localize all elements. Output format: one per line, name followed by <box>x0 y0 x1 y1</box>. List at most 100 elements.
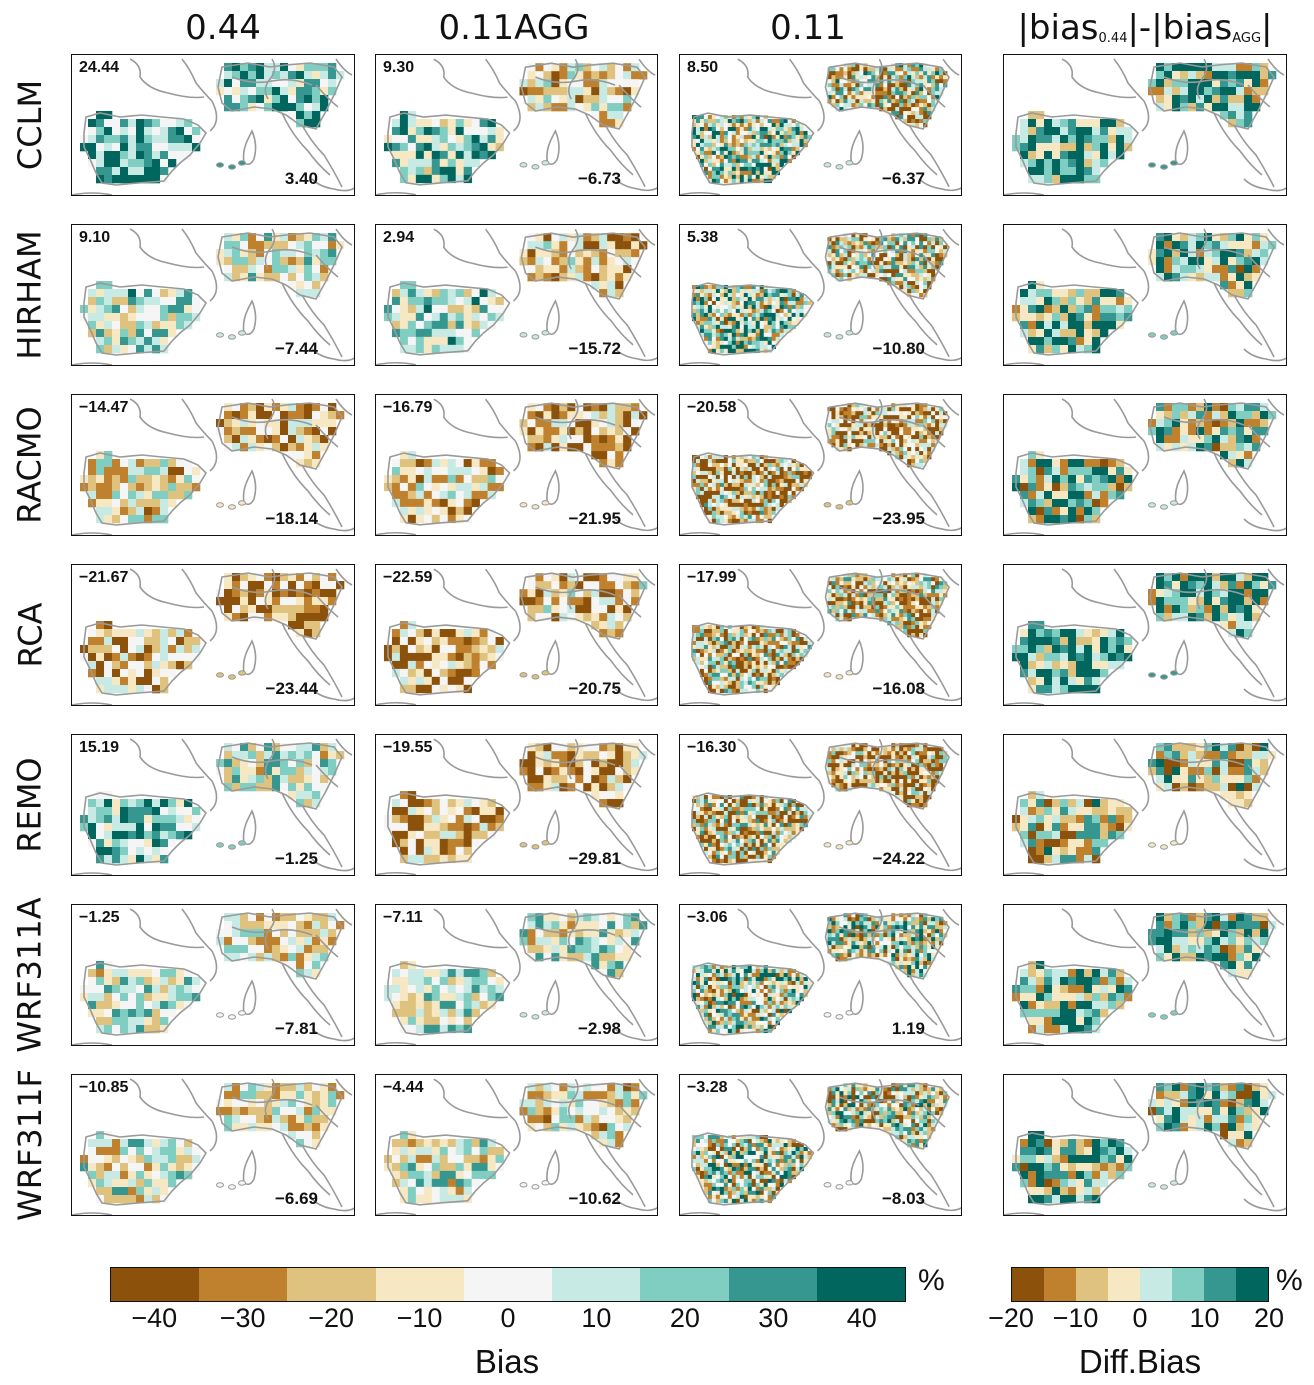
column-header-diff-bias: |bias0.44|-|biasAGG| <box>1017 8 1273 48</box>
bias-colorbar-swatch <box>111 1268 200 1301</box>
row-header-hirham: HIRHAM <box>0 224 60 366</box>
map-graphic <box>680 398 961 535</box>
diff-bias-tick-label: −10 <box>1052 1303 1099 1333</box>
bias-map-panel: −14.47 −18.14 <box>71 394 355 536</box>
diff-bias-map-panel <box>1003 394 1287 536</box>
map-graphic <box>680 568 961 705</box>
region-mean-bias-value: −7.81 <box>274 1019 318 1038</box>
diff-bias-colorbar-swatch <box>1108 1268 1140 1301</box>
map-graphic <box>680 908 961 1045</box>
bias-map-panel: −19.55 −29.81 <box>375 734 658 876</box>
diff-bias-colorbar-swatch <box>1012 1268 1044 1301</box>
region-mean-bias-value: −6.37 <box>881 169 925 188</box>
bias-axis-label: Bias <box>474 1343 540 1380</box>
region-mean-bias-value: −10.80 <box>872 339 925 358</box>
row-label: WRF311A <box>11 897 49 1053</box>
bias-tick-label: 10 <box>581 1303 612 1333</box>
region-mean-bias-value: −24.22 <box>872 849 925 868</box>
bias-map-panel: −3.06 1.19 <box>679 904 962 1046</box>
bias-map-panel: −4.44 −10.62 <box>375 1074 658 1216</box>
domain-mean-bias-value: 9.30 <box>383 59 415 76</box>
bias-map-panel: −21.67 −23.44 <box>71 564 355 706</box>
bias-map-panel: 24.44 3.40 <box>71 54 355 196</box>
map-graphic <box>1004 908 1286 1045</box>
bias-colorbar-swatch <box>728 1268 817 1301</box>
region-mean-bias-value: −2.98 <box>577 1019 621 1038</box>
domain-mean-bias-value: −10.85 <box>79 1079 129 1096</box>
domain-mean-bias-value: −7.11 <box>383 909 423 926</box>
bias-tick-label: −20 <box>308 1303 355 1333</box>
region-mean-bias-value: −16.08 <box>872 679 925 698</box>
map-graphic <box>1004 568 1286 705</box>
map-graphic <box>1004 738 1286 875</box>
domain-mean-bias-value: −17.99 <box>687 569 737 586</box>
domain-mean-bias-value: −16.79 <box>383 399 433 416</box>
bias-map-panel: 15.19 −1.25 <box>71 734 355 876</box>
diff-bias-colorbar-swatch <box>1236 1268 1268 1301</box>
bias-map-panel: −1.25 −7.81 <box>71 904 355 1046</box>
map-graphic <box>1004 1078 1286 1215</box>
diff-bias-axis-label: Diff.Bias <box>1078 1343 1202 1380</box>
region-mean-bias-value: −20.75 <box>568 679 621 698</box>
row-label: WRF311F <box>11 1069 50 1221</box>
domain-mean-bias-value: 24.44 <box>79 59 120 76</box>
column-header-0.11: 0.11 <box>770 8 846 48</box>
domain-mean-bias-value: 8.50 <box>687 59 719 76</box>
map-graphic <box>72 738 354 875</box>
diff-bias-tick-label: 0 <box>1132 1303 1148 1333</box>
row-label: RCA <box>11 602 49 668</box>
map-graphic <box>376 908 657 1045</box>
diff-bias-colorbar-swatch <box>1044 1268 1076 1301</box>
map-graphic <box>72 1078 354 1215</box>
diff-bias-map-panel <box>1003 54 1287 196</box>
bias-tick-label: 40 <box>846 1303 877 1333</box>
diff-bias-colorbar-swatch <box>1140 1268 1172 1301</box>
bias-tick-label: −10 <box>396 1303 443 1333</box>
row-label: RACMO <box>11 406 49 524</box>
diff-bias-unit: % <box>1276 1264 1303 1297</box>
bias-map-panel: −16.30 −24.22 <box>679 734 962 876</box>
row-header-remo: REMO <box>0 734 60 876</box>
region-mean-bias-value: −7.44 <box>274 339 318 358</box>
bias-map-panel: −10.85 −6.69 <box>71 1074 355 1216</box>
diff-bias-tick-label: 10 <box>1189 1303 1220 1333</box>
map-graphic <box>680 1078 961 1215</box>
map-graphic <box>1004 398 1286 535</box>
row-header-cclm: CCLM <box>0 54 60 196</box>
region-mean-bias-value: −6.69 <box>274 1189 318 1208</box>
region-mean-bias-value: −6.73 <box>577 169 621 188</box>
map-graphic <box>72 908 354 1045</box>
map-graphic <box>1004 58 1286 195</box>
bias-colorbar-swatch <box>287 1268 376 1301</box>
bias-map-panel: −7.11 −2.98 <box>375 904 658 1046</box>
region-mean-bias-value: −23.44 <box>265 679 318 698</box>
region-mean-bias-value: −21.95 <box>568 509 621 528</box>
row-label: REMO <box>11 757 49 853</box>
diff-bias-tick-label: 20 <box>1253 1303 1285 1333</box>
map-graphic <box>72 58 354 195</box>
map-graphic <box>376 1078 657 1215</box>
domain-mean-bias-value: −19.55 <box>383 739 433 756</box>
row-header-wrf311f: WRF311F <box>0 1069 60 1221</box>
domain-mean-bias-value: 2.94 <box>383 229 415 246</box>
bias-tick-label: 20 <box>669 1303 700 1333</box>
map-graphic <box>72 398 354 535</box>
map-graphic <box>680 228 961 365</box>
domain-mean-bias-value: −22.59 <box>383 569 433 586</box>
map-graphic <box>376 398 657 535</box>
bias-tick-label: −30 <box>219 1303 266 1333</box>
map-graphic <box>72 568 354 705</box>
region-mean-bias-value: −29.81 <box>568 849 621 868</box>
diff-bias-map-panel <box>1003 734 1287 876</box>
diff-bias-colorbar-swatch <box>1076 1268 1108 1301</box>
region-mean-bias-value: −1.25 <box>274 849 318 868</box>
row-header-wrf311a: WRF311A <box>0 897 60 1052</box>
domain-mean-bias-value: −16.30 <box>687 739 737 756</box>
map-graphic <box>680 58 961 195</box>
bias-tick-label: −40 <box>131 1303 178 1333</box>
diff-bias-tick-label: −20 <box>988 1303 1034 1333</box>
map-graphic <box>1004 228 1286 365</box>
domain-mean-bias-value: −3.28 <box>687 1079 728 1096</box>
column-header-0.44: 0.44 <box>185 8 261 48</box>
row-header-racmo: RACMO <box>0 394 60 536</box>
